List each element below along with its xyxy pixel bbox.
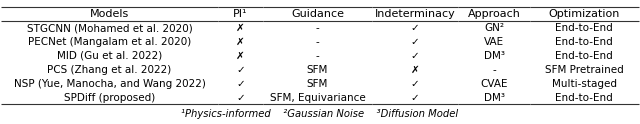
- Text: ¹Physics-informed    ²Gaussian Noise    ³Diffusion Model: ¹Physics-informed ²Gaussian Noise ³Diffu…: [181, 109, 459, 119]
